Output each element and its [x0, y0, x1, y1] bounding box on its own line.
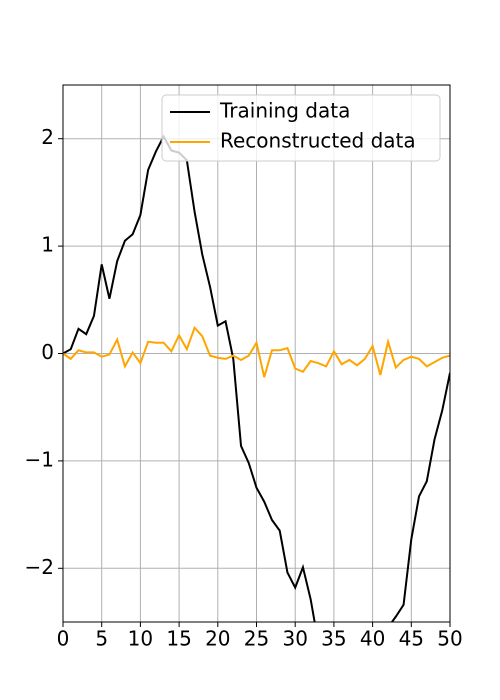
x-tick-label: 10 [128, 627, 153, 651]
x-tick-label: 5 [95, 627, 108, 651]
y-tick-label: 2 [41, 125, 54, 149]
y-tick-label: −2 [25, 555, 54, 579]
y-tick-label: 1 [41, 233, 54, 257]
ticks: 0 5 10 15 20 25 30 35 40 45 50 −2 −1 0 1 2 [25, 125, 463, 650]
x-tick-label: 0 [57, 627, 70, 651]
x-tick-label: 25 [244, 627, 269, 651]
x-tick-label: 30 [282, 627, 307, 651]
x-tick-label: 35 [321, 627, 346, 651]
legend-label: Training data [219, 99, 350, 123]
legend-box [161, 94, 441, 162]
x-tick-label: 45 [399, 627, 424, 651]
x-tick-label: 15 [166, 627, 191, 651]
y-tick-label: 0 [41, 340, 54, 364]
data-line [63, 325, 450, 378]
x-tick-label: 50 [437, 627, 462, 651]
legend: Training data Reconstructed data [161, 94, 441, 162]
lines [63, 134, 450, 622]
x-tick-label: 20 [205, 627, 230, 651]
legend-label: Reconstructed data [220, 129, 416, 153]
x-tick-label: 40 [360, 627, 385, 651]
data-line [63, 134, 450, 622]
y-tick-label: −1 [25, 447, 54, 471]
